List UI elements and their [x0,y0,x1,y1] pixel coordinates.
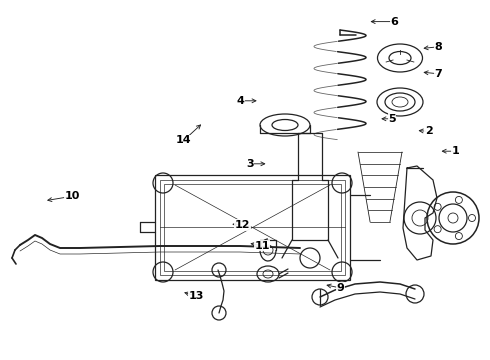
Text: 3: 3 [246,159,254,169]
Text: 9: 9 [337,283,344,293]
Text: 1: 1 [452,146,460,156]
Text: 7: 7 [435,69,442,79]
Bar [164,184,341,271]
Text: 6: 6 [391,17,398,27]
Text: 11: 11 [254,240,270,251]
Text: 8: 8 [435,42,442,52]
Text: 5: 5 [388,114,396,124]
Bar [155,175,350,280]
Text: 12: 12 [235,220,250,230]
Bar [160,180,345,275]
Text: 14: 14 [176,135,192,145]
Text: 4: 4 [236,96,244,106]
Text: 10: 10 [65,191,80,201]
Text: 2: 2 [425,126,433,136]
Text: 13: 13 [188,291,204,301]
